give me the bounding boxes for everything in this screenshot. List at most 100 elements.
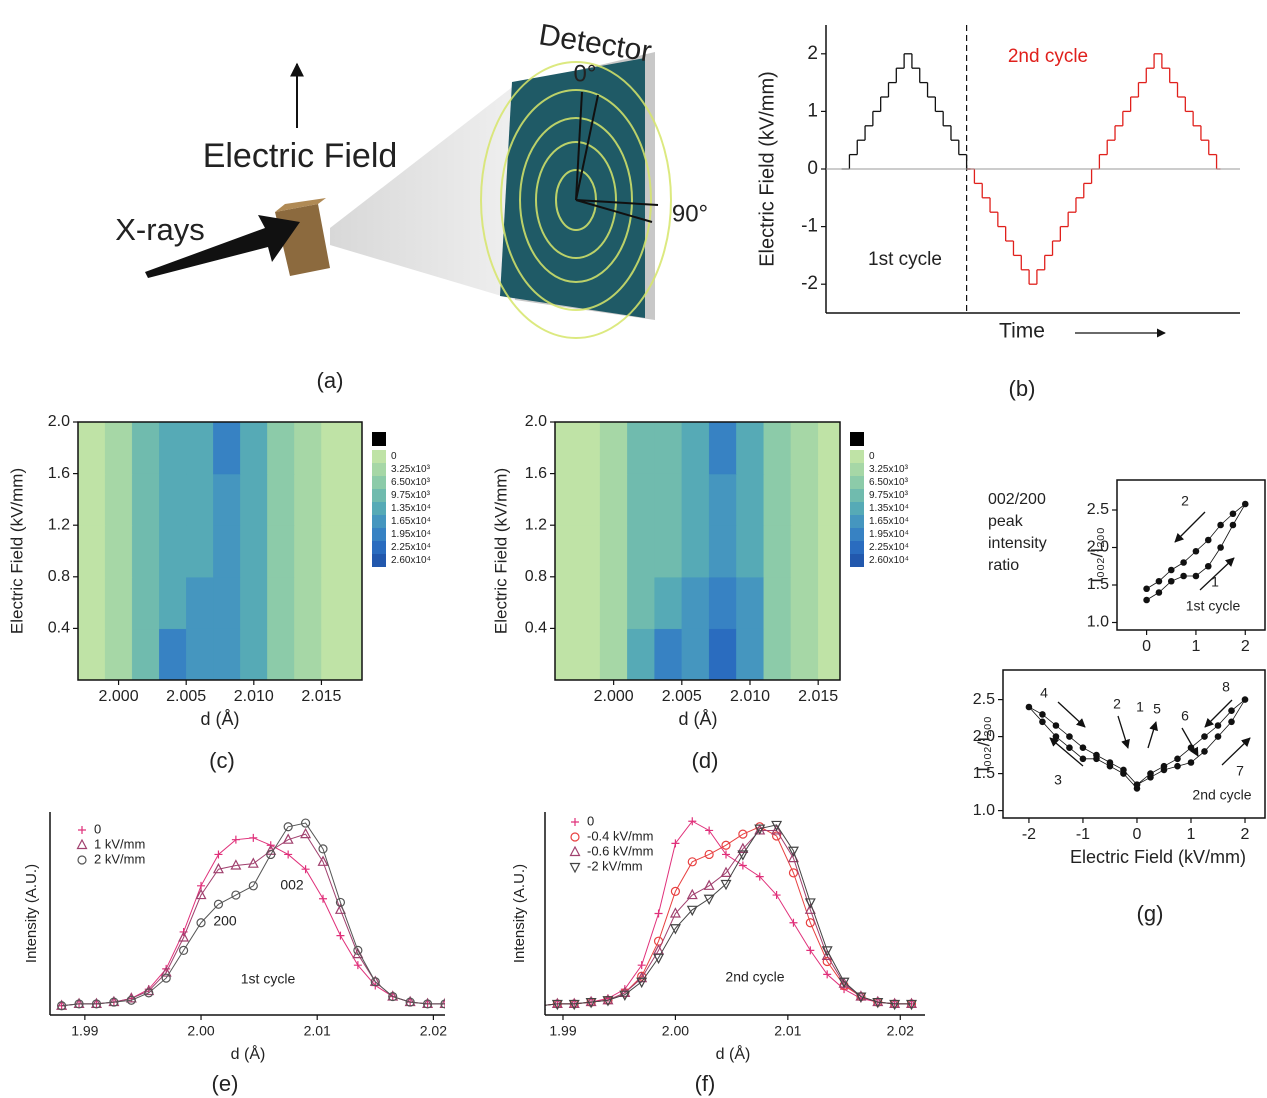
heat-cell — [599, 422, 628, 475]
x-tick-label: 0 — [1142, 638, 1151, 655]
x-tick-label: 2.000 — [99, 688, 139, 705]
colorbar-label: 6.50x10³ — [391, 477, 431, 488]
ring — [555, 169, 597, 231]
point — [1214, 733, 1222, 740]
y-axis-title: I₀₀₂/I₂₀₀ — [1087, 527, 1106, 583]
point — [213, 899, 224, 909]
detector-face — [500, 58, 645, 318]
point — [1174, 762, 1181, 770]
x-tick-label: 2 — [1241, 638, 1250, 655]
ring — [519, 117, 633, 283]
panel-label: (b) — [1009, 376, 1036, 401]
point — [545, 1004, 546, 1007]
x-tick-label: 1.99 — [549, 1023, 576, 1039]
point — [705, 826, 714, 835]
point — [440, 999, 445, 1009]
y-tick-label: 1.5 — [973, 765, 995, 782]
heat-cell — [158, 473, 187, 526]
chart-panel: 0-0.4 kV/mm-0.6 kV/mm-2 kV/mm 1.99 2.00 2.0… — [511, 812, 925, 1096]
legend-marker — [571, 818, 579, 826]
annotation: 4 — [1040, 685, 1048, 701]
heat-cell — [555, 422, 601, 475]
heat-cell — [158, 422, 187, 475]
heat-cell — [763, 525, 792, 578]
legend-label: -0.6 kV/mm — [587, 843, 653, 858]
colorbar-swatch — [372, 515, 386, 528]
colorbar-swatch — [372, 528, 386, 541]
annotation: 2 — [1181, 493, 1189, 509]
y-tick-label: 2.5 — [973, 691, 995, 708]
x-tick-label: 2.010 — [234, 688, 274, 705]
ring — [535, 141, 617, 259]
side-note: peak — [988, 513, 1024, 530]
point — [300, 818, 311, 828]
point — [160, 966, 172, 977]
legend-marker — [569, 845, 581, 857]
heat-cell — [708, 473, 738, 526]
path-arrow — [1199, 557, 1235, 591]
heat-cell — [186, 628, 214, 680]
heat-cell — [555, 525, 601, 578]
point — [822, 956, 832, 967]
point — [282, 833, 294, 844]
heat-cell — [294, 576, 323, 630]
x-tick-label: 2.01 — [774, 1023, 801, 1039]
heat-cell — [654, 576, 683, 630]
heat-cell — [599, 628, 628, 680]
y-tick-label: 1.6 — [48, 465, 70, 482]
point — [179, 945, 189, 956]
chart-panel: 01 kV/mm2 kV/mm 1.99 2.00 2.01 2.02 d (Å) Inte… — [23, 812, 447, 1096]
colorbar-swatch — [372, 476, 386, 489]
point — [872, 997, 884, 1009]
y-tick-label: 2.0 — [1087, 539, 1109, 556]
panel-label: (d) — [692, 748, 719, 773]
point — [787, 846, 799, 858]
point — [1204, 562, 1212, 570]
colorbar-swatch — [850, 450, 864, 463]
point — [619, 986, 631, 997]
point — [537, 1002, 545, 1010]
heat-cell — [818, 473, 840, 526]
chart-panel: 0 3.25x10³ 6.50x10³ 9.75x10³ 1.35x10⁴ 1.65x10… — [7, 413, 430, 773]
heat-cell — [267, 628, 296, 680]
annotation: 2 — [1113, 696, 1121, 712]
panel-label: (f) — [695, 1071, 716, 1096]
y-tick-label: 2.0 — [973, 728, 995, 745]
heat-cell — [555, 628, 601, 680]
colorbar-label: 0 — [391, 451, 397, 462]
point — [422, 999, 433, 1009]
point — [370, 977, 380, 987]
point — [318, 844, 328, 854]
point — [771, 820, 783, 832]
y-axis-title: I₀₀₂/I₂₀₀ — [974, 716, 993, 772]
x-tick-label: 2.00 — [662, 1023, 689, 1039]
heat-cell — [240, 422, 268, 475]
colorbar-swatch — [372, 541, 386, 554]
point — [737, 842, 749, 854]
heat-cell — [240, 473, 268, 526]
point — [823, 970, 832, 979]
point — [906, 997, 918, 1009]
path-arrow — [1174, 511, 1206, 543]
point — [671, 839, 680, 848]
point — [545, 1007, 546, 1010]
point — [669, 924, 681, 935]
x-tick-label: 2.005 — [166, 688, 206, 705]
colorbar-label: 0 — [869, 451, 875, 462]
point — [551, 999, 563, 1011]
heat-cell — [599, 576, 628, 630]
heat-cell — [790, 576, 819, 630]
legend-marker — [570, 832, 580, 842]
heat-cell — [294, 422, 323, 475]
point — [1180, 572, 1187, 580]
heat-cell — [681, 576, 710, 630]
heat-cell — [240, 576, 268, 630]
point — [1143, 585, 1150, 593]
point — [125, 992, 137, 1003]
heat-cell — [186, 422, 214, 475]
point — [57, 1001, 67, 1011]
y-tick-label: 2.0 — [525, 413, 547, 430]
series-label: 2nd cycle — [1008, 46, 1088, 67]
